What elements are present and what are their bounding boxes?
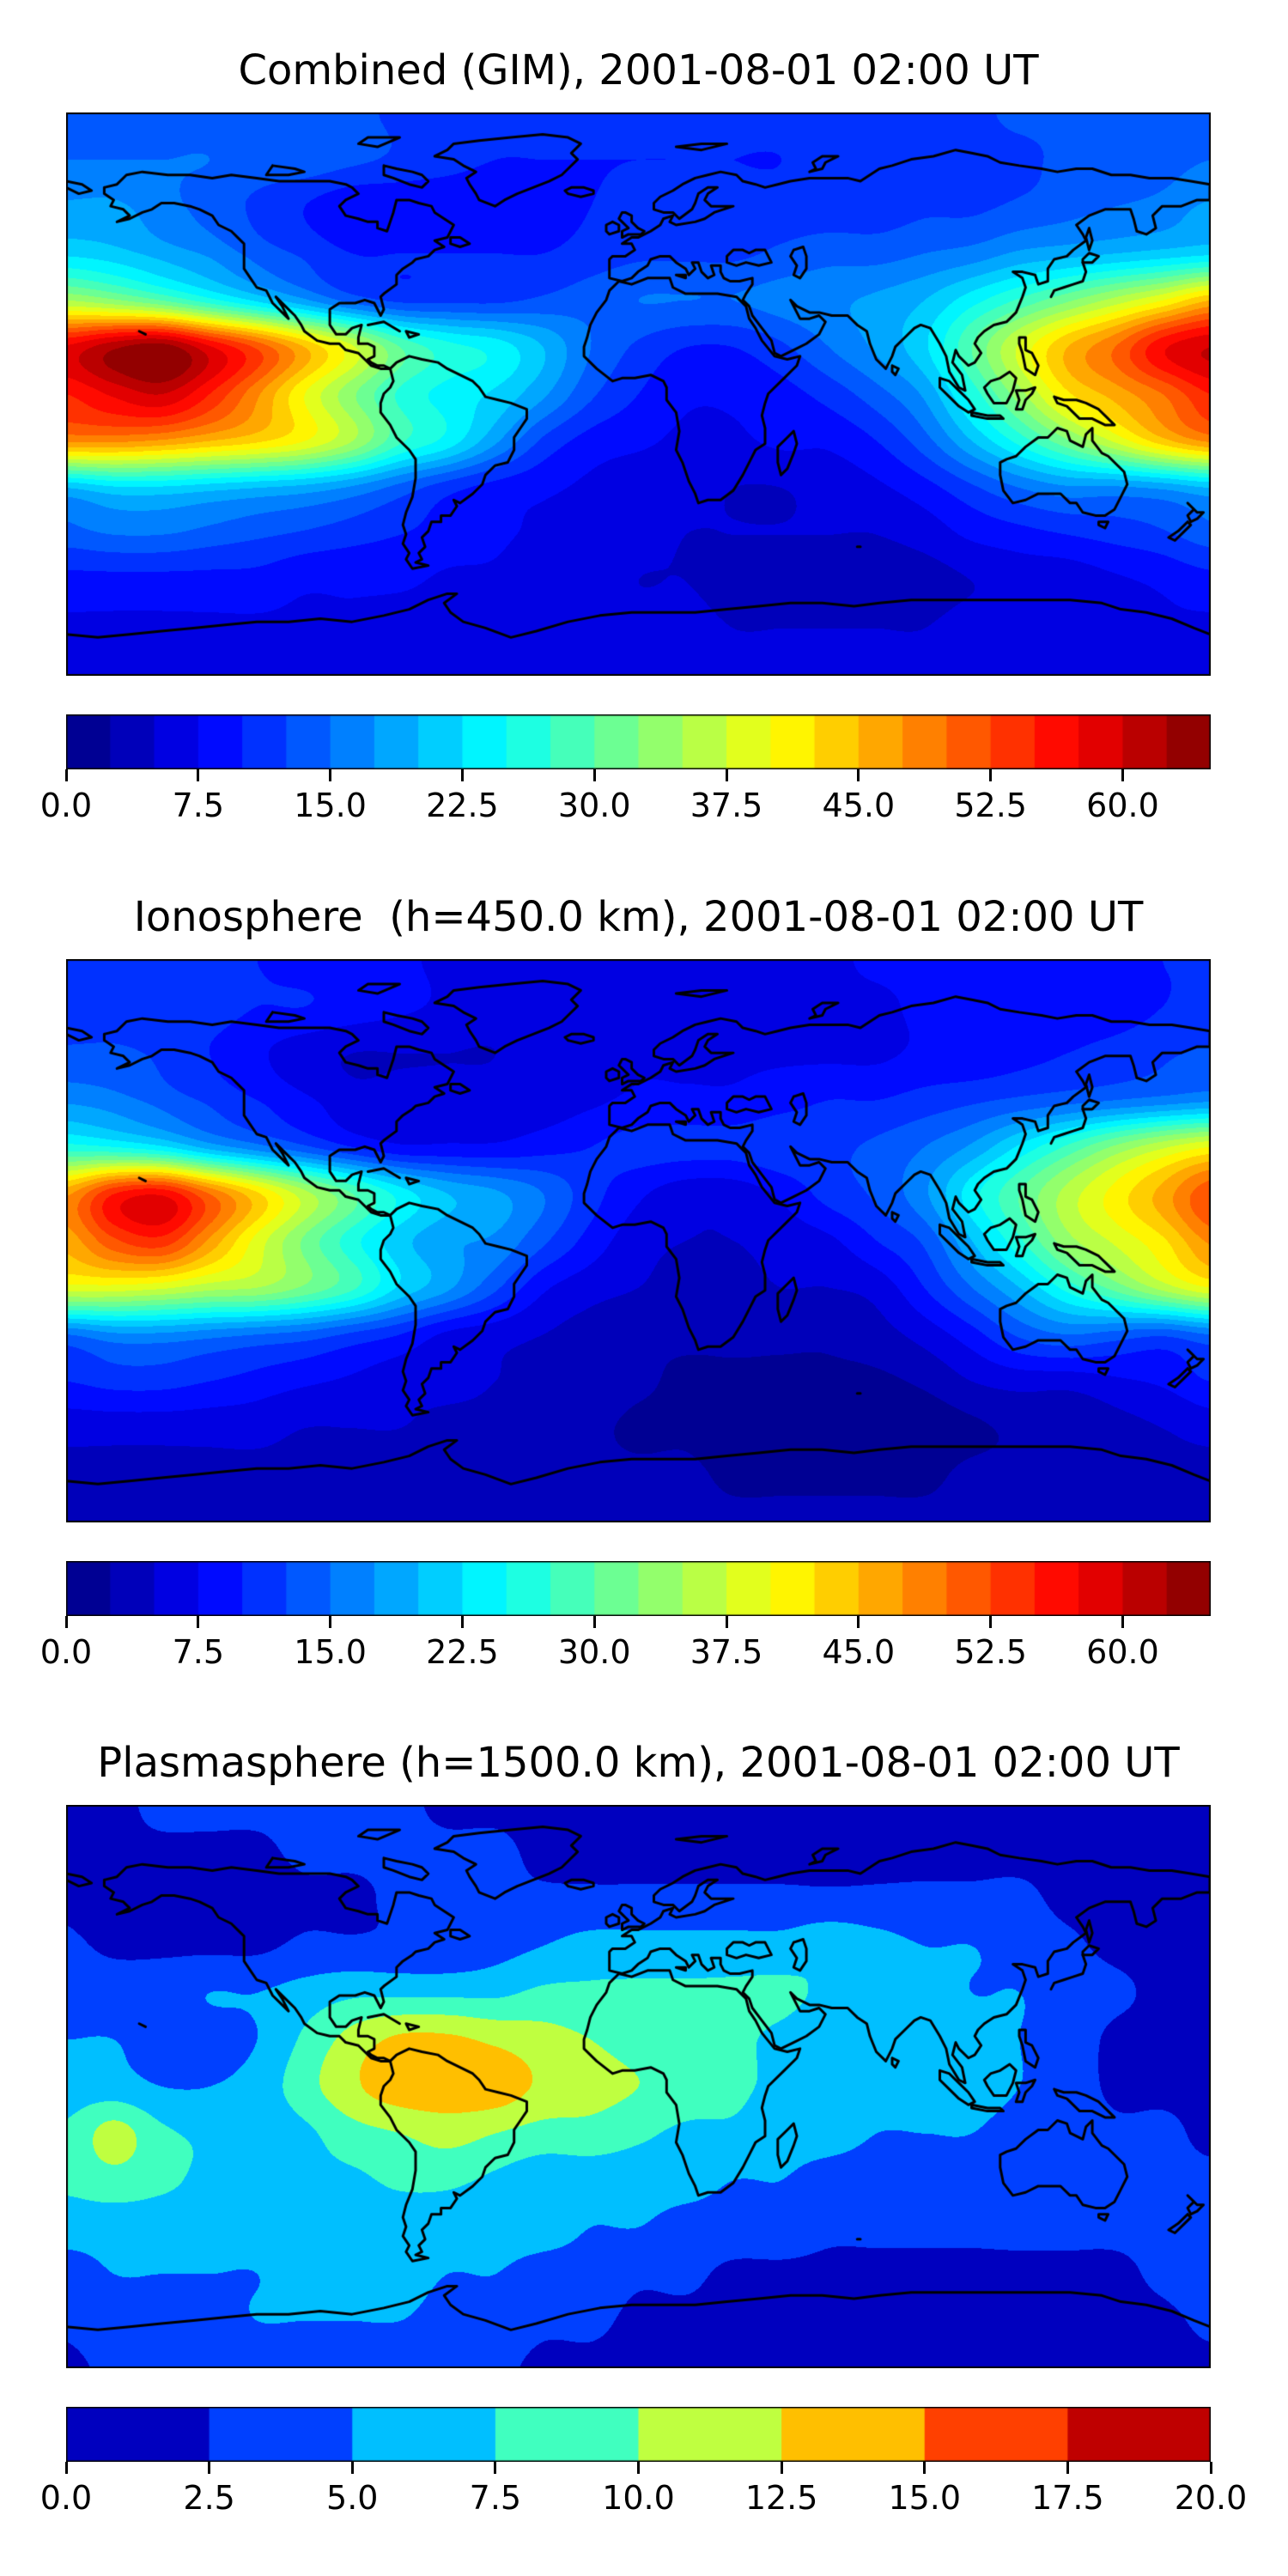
colorbar-tick [857,1616,860,1628]
colorbar-tick [989,769,993,781]
colorbar-tick-label: 60.0 [1086,787,1159,824]
world-map-canvas-ionosphere [66,959,1211,1522]
colorbar-tick-label: 0.0 [39,1633,93,1671]
colorbar-tick-label: 52.5 [954,787,1027,824]
colorbar-tick-label: 45.0 [822,1633,896,1671]
colorbar-tick [1066,2462,1069,2474]
colorbar-tick-label: 60.0 [1086,1633,1159,1671]
colorbar-tick-label: 17.5 [1031,2479,1104,2517]
colorbar-tick-label: 52.5 [954,1633,1027,1671]
colorbar-tick [197,1616,200,1628]
colorbar-tick-label: 5.0 [326,2479,379,2517]
colorbar-tick [329,1616,332,1628]
colorbar-tick [592,769,596,781]
colorbar-tick [725,1616,728,1628]
colorbar-tick [857,769,860,781]
panel-plasmasphere: Plasmasphere (h=1500.0 km), 2001-08-01 0… [0,1692,1288,2538]
colorbar-tick [460,769,464,781]
colorbar-tick-label: 22.5 [426,1633,499,1671]
colorbar-tick-label: 30.0 [557,1633,631,1671]
colorbar-tick [923,2462,927,2474]
colorbar-tick [1121,769,1124,781]
colorbar-tick-label: 37.5 [690,1633,763,1671]
colorbar-tick [350,2462,354,2474]
colorbar-tick [64,2462,68,2474]
colorbar-tick [780,2462,783,2474]
colorbar-tick [637,2462,640,2474]
colorbar-tick-label: 2.5 [183,2479,235,2517]
colorbar-tick-label: 15.0 [294,1633,367,1671]
panel-ionosphere: Ionosphere (h=450.0 km), 2001-08-01 02:0… [0,847,1288,1692]
map-title-plasmasphere: Plasmasphere (h=1500.0 km), 2001-08-01 0… [97,1739,1180,1787]
colorbar-tick [592,1616,596,1628]
colorbar-ticks-ionosphere: 0.0 7.5 15.0 22.5 30.0 37.5 45.0 52.5 60.0 [40,1616,1211,1695]
colorbar-tick [64,1616,68,1628]
colorbar-tick-label: 22.5 [426,787,499,824]
colorbar-tick-label: 7.5 [172,787,225,824]
colorbar-tick [460,1616,464,1628]
world-map-canvas-combined [66,112,1211,676]
colorbar-tick-label: 15.0 [294,787,367,824]
colorbar-tick-label: 7.5 [469,2479,522,2517]
colorbar-combined [66,714,1211,769]
colorbar-tick [64,769,68,781]
panel-combined-gim: Combined (GIM), 2001-08-01 02:00 UT 0.0 7… [0,0,1288,846]
colorbar-tick [1209,2462,1212,2474]
map-title-ionosphere: Ionosphere (h=450.0 km), 2001-08-01 02:0… [133,893,1144,941]
colorbar-tick [989,1616,993,1628]
colorbar-ticks-combined: 0.0 7.5 15.0 22.5 30.0 37.5 45.0 52.5 60.0 [40,769,1211,848]
colorbar-ionosphere [66,1561,1211,1616]
world-map-canvas-plasmasphere [66,1805,1211,2368]
colorbar-plasmasphere [66,2407,1211,2462]
colorbar-tick-label: 30.0 [557,787,631,824]
map-title-combined: Combined (GIM), 2001-08-01 02:00 UT [238,46,1039,94]
colorbar-tick-label: 7.5 [172,1633,225,1671]
colorbar-tick-label: 20.0 [1174,2479,1248,2517]
colorbar-tick-label: 45.0 [822,787,896,824]
colorbar-tick-label: 37.5 [690,787,763,824]
colorbar-tick [725,769,728,781]
colorbar-tick-label: 10.0 [602,2479,675,2517]
colorbar-tick [197,769,200,781]
colorbar-tick [208,2462,211,2474]
colorbar-tick-label: 15.0 [888,2479,962,2517]
colorbar-tick [494,2462,497,2474]
colorbar-tick [1121,1616,1124,1628]
colorbar-tick [329,769,332,781]
colorbar-tick-label: 0.0 [39,2479,93,2517]
colorbar-tick-label: 12.5 [744,2479,818,2517]
colorbar-ticks-plasmasphere: 0.0 2.5 5.0 7.5 10.0 12.5 15.0 17.5 20.0 [40,2462,1247,2541]
colorbar-tick-label: 0.0 [39,787,93,824]
